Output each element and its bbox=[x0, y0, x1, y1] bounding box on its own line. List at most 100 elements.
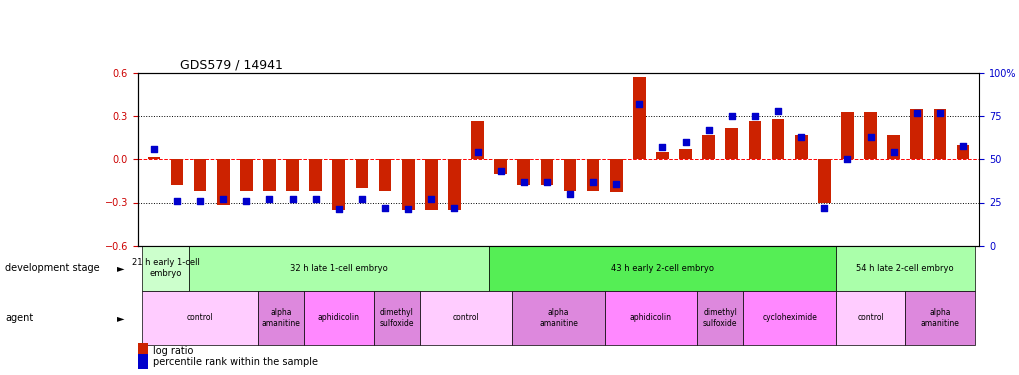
Point bbox=[423, 196, 439, 202]
Bar bbox=[604, 291, 696, 345]
Point bbox=[215, 196, 231, 202]
Bar bbox=[696, 291, 743, 345]
Point bbox=[861, 134, 877, 140]
Point bbox=[538, 179, 554, 185]
Text: dimethyl
sulfoxide: dimethyl sulfoxide bbox=[379, 308, 414, 327]
Point bbox=[722, 113, 739, 119]
Bar bbox=[702, 135, 714, 159]
Point bbox=[377, 205, 393, 211]
Bar bbox=[170, 159, 183, 185]
Bar bbox=[540, 159, 552, 185]
Bar bbox=[863, 112, 876, 159]
Bar bbox=[748, 121, 760, 159]
Point bbox=[769, 108, 786, 114]
Text: alpha
amanitine: alpha amanitine bbox=[261, 308, 301, 327]
Text: control: control bbox=[186, 314, 213, 322]
Text: 32 h late 1-cell embryo: 32 h late 1-cell embryo bbox=[289, 264, 387, 273]
Point bbox=[815, 205, 832, 211]
Bar bbox=[904, 291, 973, 345]
Bar bbox=[725, 128, 738, 159]
Bar bbox=[189, 246, 489, 291]
Bar bbox=[420, 291, 512, 345]
Bar bbox=[332, 159, 344, 210]
Text: alpha
amanitine: alpha amanitine bbox=[538, 308, 578, 327]
Bar bbox=[401, 159, 414, 210]
Bar bbox=[494, 159, 506, 174]
Bar bbox=[835, 291, 904, 345]
Bar bbox=[447, 159, 461, 210]
Point bbox=[700, 127, 716, 133]
Point bbox=[884, 150, 901, 156]
Text: percentile rank within the sample: percentile rank within the sample bbox=[153, 357, 318, 367]
Text: 21 h early 1-cell
embryo: 21 h early 1-cell embryo bbox=[131, 258, 199, 278]
Bar bbox=[679, 149, 691, 159]
Point bbox=[607, 180, 624, 186]
Point bbox=[492, 168, 508, 174]
Bar bbox=[309, 159, 322, 191]
Point bbox=[653, 144, 669, 150]
Bar bbox=[586, 159, 599, 191]
Bar bbox=[633, 78, 645, 159]
Bar bbox=[910, 109, 922, 159]
Bar bbox=[517, 159, 530, 185]
Bar bbox=[286, 159, 299, 191]
Bar bbox=[263, 159, 275, 191]
Bar bbox=[489, 246, 835, 291]
Bar bbox=[194, 159, 206, 191]
Point bbox=[516, 179, 532, 185]
Point bbox=[839, 156, 855, 162]
Bar bbox=[743, 291, 835, 345]
Bar bbox=[794, 135, 807, 159]
Point bbox=[446, 205, 463, 211]
Bar bbox=[258, 291, 304, 345]
Point bbox=[261, 196, 277, 202]
Text: development stage: development stage bbox=[5, 263, 100, 273]
Bar bbox=[373, 291, 420, 345]
Bar bbox=[378, 159, 391, 191]
Bar bbox=[817, 159, 829, 202]
Text: GDS579 / 14941: GDS579 / 14941 bbox=[179, 59, 282, 72]
Bar bbox=[217, 159, 229, 206]
Text: aphidicolin: aphidicolin bbox=[318, 314, 360, 322]
Bar bbox=[356, 159, 368, 188]
Bar bbox=[512, 291, 604, 345]
Point bbox=[908, 110, 924, 116]
Text: 54 h late 2-cell embryo: 54 h late 2-cell embryo bbox=[856, 264, 953, 273]
Point bbox=[284, 196, 301, 202]
Point bbox=[584, 179, 600, 185]
Point bbox=[677, 139, 693, 145]
Bar bbox=[148, 156, 160, 159]
Point bbox=[746, 113, 762, 119]
Bar bbox=[304, 291, 373, 345]
Text: cycloheximide: cycloheximide bbox=[761, 314, 816, 322]
Bar bbox=[239, 159, 253, 191]
Text: agent: agent bbox=[5, 313, 34, 323]
Bar bbox=[564, 159, 576, 191]
Bar bbox=[771, 119, 784, 159]
Bar bbox=[956, 145, 968, 159]
Text: dimethyl
sulfoxide: dimethyl sulfoxide bbox=[702, 308, 737, 327]
Point bbox=[399, 206, 416, 212]
Bar bbox=[143, 246, 189, 291]
Text: 43 h early 2-cell embryo: 43 h early 2-cell embryo bbox=[610, 264, 713, 273]
Point bbox=[308, 196, 324, 202]
Point bbox=[146, 146, 162, 152]
Text: alpha
amanitine: alpha amanitine bbox=[919, 308, 959, 327]
Bar bbox=[655, 152, 668, 159]
Point bbox=[792, 134, 808, 140]
Text: aphidicolin: aphidicolin bbox=[630, 314, 672, 322]
Text: ►: ► bbox=[117, 313, 124, 323]
Text: log ratio: log ratio bbox=[153, 346, 194, 355]
Point bbox=[238, 198, 255, 204]
Bar bbox=[471, 121, 483, 159]
Point bbox=[169, 198, 185, 204]
Point bbox=[469, 150, 485, 156]
Bar bbox=[143, 291, 258, 345]
Bar bbox=[835, 246, 973, 291]
Point bbox=[930, 110, 947, 116]
Bar bbox=[887, 135, 899, 159]
Point bbox=[192, 198, 208, 204]
Text: control: control bbox=[452, 314, 479, 322]
Point bbox=[954, 142, 970, 148]
Text: ►: ► bbox=[117, 263, 124, 273]
